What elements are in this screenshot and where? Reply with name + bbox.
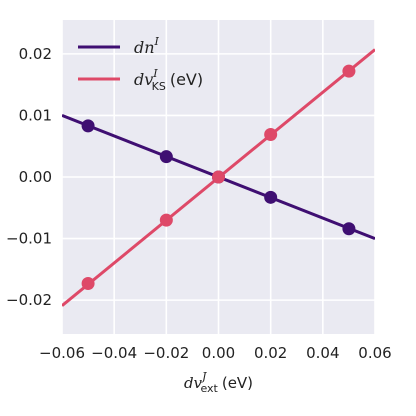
x-tick-label: 0.02 <box>254 344 287 362</box>
series-points <box>81 64 356 291</box>
x-axis-title-symbol: dv <box>184 374 203 392</box>
x-axis-title-unit: (eV) <box>222 374 253 392</box>
data-point-series-2 <box>81 277 95 291</box>
x-tick-label: −0.04 <box>91 344 137 362</box>
x-axis-title: dvJ ext (eV) <box>184 370 253 395</box>
data-point-series-2 <box>212 170 225 184</box>
x-tick-label: 0.06 <box>358 344 391 362</box>
y-tick-label: 0.01 <box>19 106 52 124</box>
data-point-series-2 <box>342 64 356 78</box>
x-tick-labels: −0.06 −0.04 −0.02 0.00 0.02 0.04 0.06 <box>39 344 392 362</box>
y-tick-labels: −0.02 −0.01 0.00 0.01 0.02 <box>6 45 52 309</box>
x-tick-label: −0.02 <box>143 344 189 362</box>
x-tick-label: 0.00 <box>202 344 235 362</box>
y-tick-label: −0.01 <box>6 230 52 248</box>
x-axis-title-superscript: J <box>200 370 207 383</box>
y-tick-label: 0.02 <box>19 45 52 63</box>
x-tick-label: 0.04 <box>306 344 339 362</box>
data-point-series-2 <box>264 128 278 142</box>
legend-label-2: dvI KS (eV) <box>134 67 203 93</box>
data-point-series-1 <box>159 150 173 164</box>
data-point-series-1 <box>342 222 356 236</box>
data-point-series-1 <box>264 190 278 204</box>
data-point-series-1 <box>81 119 95 133</box>
y-tick-label: −0.02 <box>6 291 52 309</box>
legend: dnI dvI KS (eV) <box>78 35 203 93</box>
y-tick-label: 0.00 <box>19 168 52 186</box>
data-point-series-2 <box>159 213 173 227</box>
legend-label-1: dnI <box>134 35 160 57</box>
x-tick-label: −0.06 <box>39 344 85 362</box>
x-axis-title-subscript: ext <box>200 382 218 395</box>
